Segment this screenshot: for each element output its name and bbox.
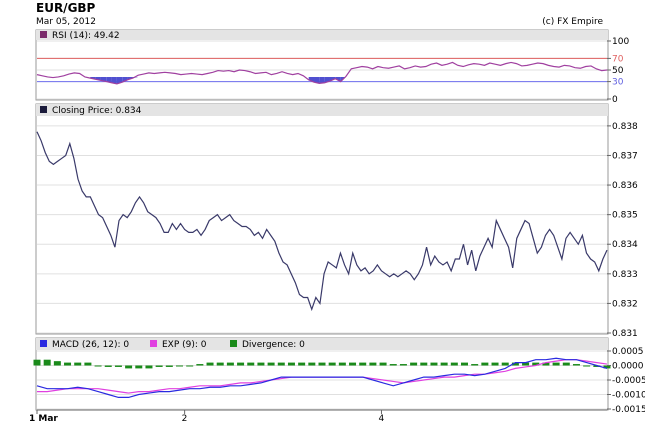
divergence-bar	[298, 363, 305, 366]
price-legend-swatch	[40, 106, 47, 113]
exp-legend-swatch	[150, 340, 157, 347]
divergence-bar	[186, 366, 193, 367]
divergence-bar	[400, 364, 407, 365]
divergence-bar	[390, 364, 397, 365]
price-tick-label: 0.835	[612, 211, 638, 221]
divergence-bar	[339, 363, 346, 366]
divergence-bar	[380, 363, 387, 366]
price-legend-label: Closing Price: 0.834	[52, 106, 142, 116]
divergence-bar	[237, 363, 244, 366]
price-y-axis: 0.838 0.837 0.836 0.835 0.834 0.833 0.832 0.831	[607, 122, 638, 339]
divergence-bar	[492, 363, 499, 366]
divergence-bar	[573, 364, 580, 365]
price-tick-label: 0.831	[612, 329, 638, 339]
divergence-bar	[308, 363, 315, 366]
divergence-bar	[369, 363, 376, 366]
divergence-bar	[135, 366, 142, 369]
divergence-bar	[166, 366, 173, 367]
rsi-tick-label: 50	[612, 66, 624, 76]
chart-copyright: (c) FX Empire	[542, 17, 603, 27]
divergence-bar	[420, 363, 427, 366]
rsi-tick-label: 0	[612, 95, 618, 105]
divergence-bar	[125, 366, 132, 369]
macd-legend-label: MACD (26, 12): 0	[52, 340, 129, 350]
divergence-bar	[74, 363, 81, 366]
divergence-bar	[319, 363, 326, 366]
divergence-bar	[207, 363, 214, 366]
divergence-bar	[553, 363, 560, 366]
divergence-bar	[176, 366, 183, 367]
divergence-bar	[156, 366, 163, 367]
rsi-legend-swatch	[40, 31, 47, 38]
divergence-bar	[329, 363, 336, 366]
macd-tick-label: 0.0000	[612, 362, 644, 372]
divergence-bar	[44, 360, 51, 366]
macd-tick-label: -0.0010	[612, 391, 645, 401]
macd-y-axis: 0.0005 0.0000 -0.0005 -0.0010 -0.0015	[607, 347, 645, 415]
price-tick-label: 0.838	[612, 122, 638, 132]
divergence-legend-label: Divergence: 0	[242, 340, 305, 350]
macd-legend-swatch	[40, 340, 47, 347]
divergence-bar	[54, 361, 61, 365]
divergence-bar	[115, 366, 122, 367]
divergence-bar	[64, 363, 71, 366]
macd-panel: MACD (26, 12): 0 EXP (9): 0 Divergence: …	[34, 338, 645, 415]
divergence-bar	[196, 364, 203, 365]
divergence-bar	[481, 363, 488, 366]
rsi-tick-label: 100	[612, 37, 629, 47]
divergence-bar	[451, 363, 458, 366]
divergence-bar	[471, 364, 478, 365]
x-tick-label: 1 Mar	[29, 414, 58, 424]
macd-tick-label: -0.0005	[612, 376, 645, 386]
x-tick-label: 2	[182, 414, 188, 424]
price-tick-label: 0.833	[612, 270, 638, 280]
divergence-bar	[430, 363, 437, 366]
divergence-legend-swatch	[230, 340, 237, 347]
x-axis: 1 Mar 2 4	[29, 410, 607, 424]
divergence-bar	[84, 363, 91, 366]
divergence-bar	[441, 363, 448, 366]
chart-date: Mar 05, 2012	[36, 17, 96, 27]
x-tick-label: 4	[378, 414, 384, 424]
rsi-panel: RSI (14): 49.42 100 70 50 30 0	[36, 30, 629, 105]
divergence-bar	[105, 366, 112, 367]
divergence-bar	[257, 363, 264, 366]
divergence-bar	[410, 363, 417, 366]
macd-tick-label: 0.0005	[612, 347, 644, 357]
rsi-legend-label: RSI (14): 49.42	[52, 31, 120, 41]
price-tick-label: 0.834	[612, 240, 638, 250]
divergence-bar	[278, 363, 285, 366]
divergence-bar	[563, 363, 570, 366]
exp-legend-label: EXP (9): 0	[162, 340, 207, 350]
divergence-bar	[217, 363, 224, 366]
divergence-bar	[247, 363, 254, 366]
macd-tick-label: -0.0015	[612, 405, 645, 415]
price-tick-label: 0.832	[612, 299, 638, 309]
rsi-tick-label: 70	[612, 54, 624, 64]
divergence-bar	[227, 363, 234, 366]
divergence-bar	[268, 363, 275, 366]
price-frame	[36, 104, 608, 334]
divergence-bar	[583, 366, 590, 367]
divergence-bar	[349, 363, 356, 366]
divergence-bar	[145, 366, 152, 369]
price-panel: Closing Price: 0.834 0.8380.8370.8360.83…	[36, 104, 638, 339]
divergence-bar	[461, 363, 468, 366]
chart-title: EUR/GBP	[36, 1, 96, 15]
price-tick-label: 0.837	[612, 151, 638, 161]
divergence-bar	[359, 363, 366, 366]
divergence-bar	[34, 360, 41, 366]
divergence-bar	[95, 366, 102, 367]
price-tick-label: 0.836	[612, 181, 638, 191]
rsi-tick-label: 30	[612, 78, 624, 88]
rsi-header	[36, 30, 608, 40]
divergence-bar	[502, 363, 509, 366]
divergence-bar	[288, 363, 295, 366]
rsi-y-axis: 100 70 50 30 0	[607, 37, 629, 105]
